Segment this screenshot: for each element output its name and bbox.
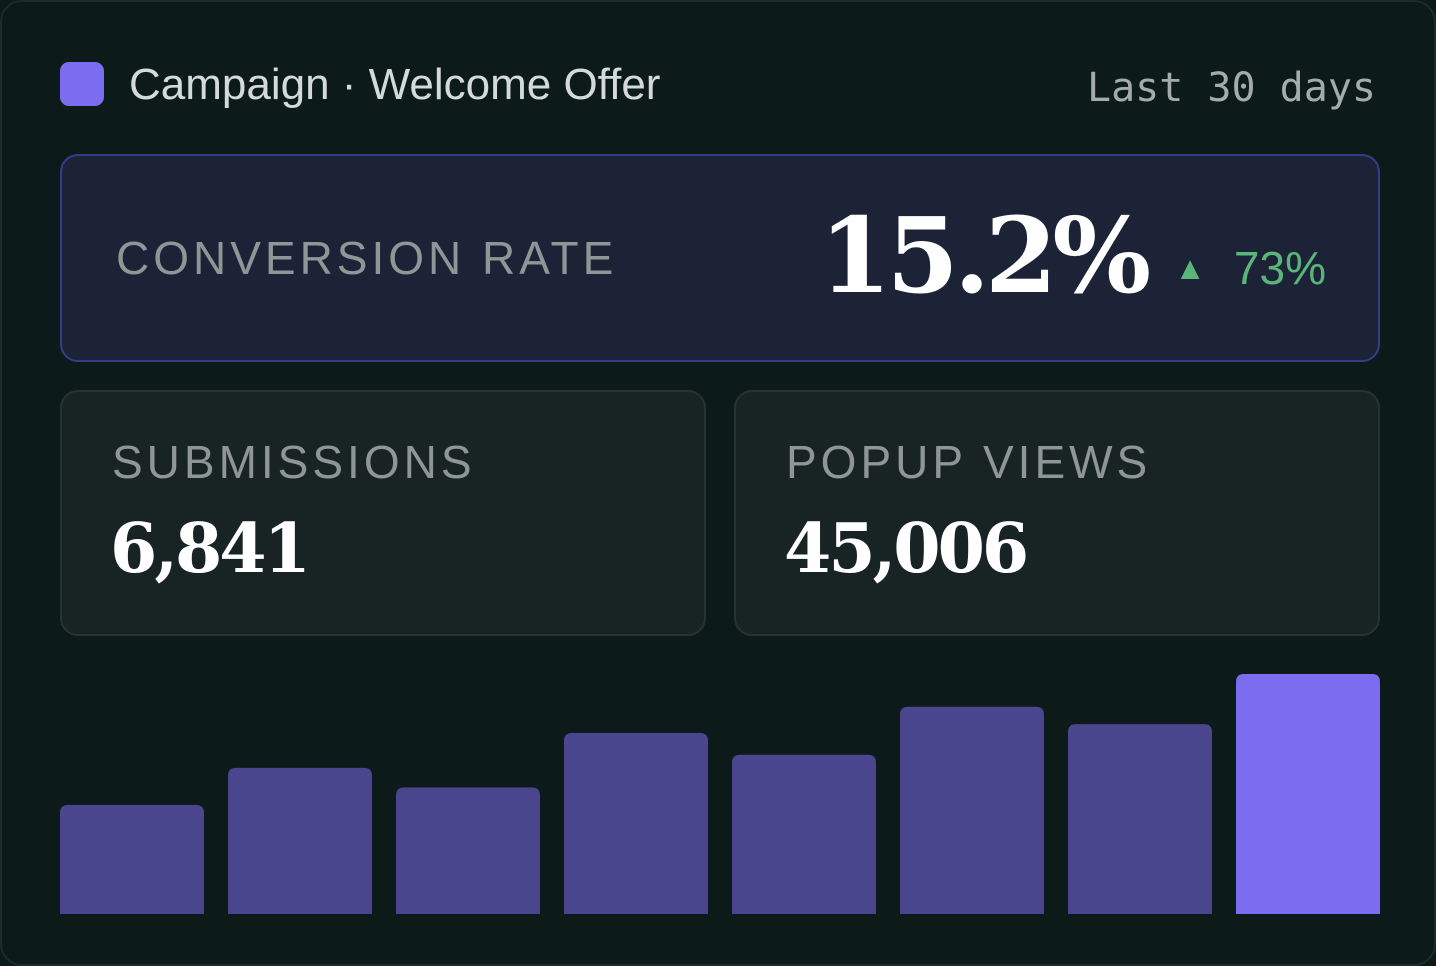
- conversion-rate-panel: CONVERSION RATE 15.2% ▲ 73%: [60, 154, 1380, 362]
- chart-bar: [396, 787, 540, 914]
- chart-bar: [1068, 724, 1212, 914]
- chart-bar: [732, 754, 876, 914]
- date-range[interactable]: Last 30 days: [1087, 65, 1376, 111]
- chart-bar: [60, 804, 204, 914]
- submissions-label: SUBMISSIONS: [112, 436, 476, 488]
- bar-chart-svg: [60, 674, 1380, 914]
- trend-bar-chart: [60, 674, 1380, 914]
- popup-views-label: POPUP VIEWS: [786, 436, 1152, 488]
- submissions-panel: SUBMISSIONS 6,841: [60, 390, 706, 636]
- submissions-value: 6,841: [110, 509, 311, 589]
- card-header: Campaign · Welcome Offer Last 30 days: [60, 60, 1376, 111]
- chart-bar: [900, 706, 1044, 914]
- campaign-title: Campaign · Welcome Offer: [129, 60, 661, 109]
- conversion-rate-label: CONVERSION RATE: [116, 232, 618, 284]
- conversion-rate-value: 15.2%: [819, 194, 1151, 317]
- delta-value: 73%: [1233, 242, 1326, 294]
- popup-views-value: 45,006: [784, 509, 1029, 589]
- chart-bar: [564, 732, 708, 914]
- conversion-rate-delta: ▲ 73%: [1174, 241, 1326, 295]
- chart-bar: [228, 767, 372, 914]
- popup-views-panel: POPUP VIEWS 45,006: [734, 390, 1380, 636]
- trend-up-icon: ▲: [1174, 249, 1206, 286]
- chart-bar: [1236, 674, 1380, 914]
- conversion-rate-metrics: 15.2% ▲ 73%: [819, 196, 1326, 316]
- campaign-color-swatch: [60, 62, 104, 106]
